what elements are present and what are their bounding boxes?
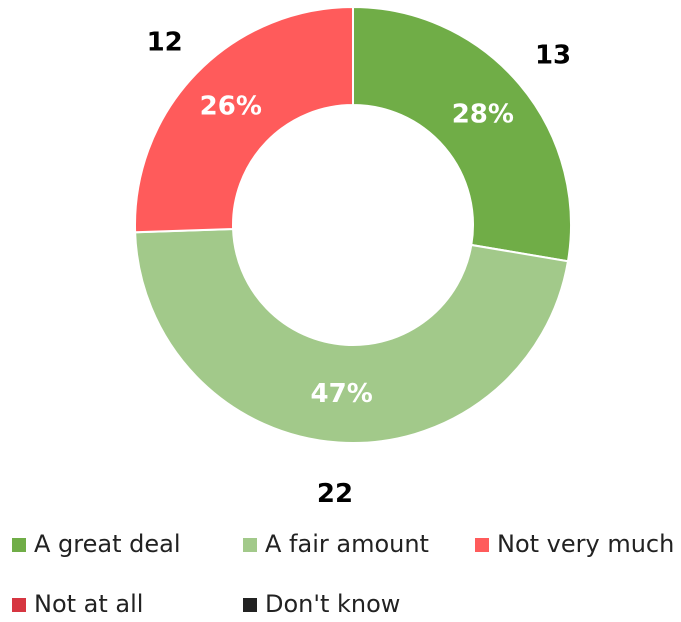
legend-swatch — [475, 538, 489, 552]
outer-value-label: 22 — [317, 479, 353, 509]
legend-swatch — [12, 598, 26, 612]
legend-swatch — [12, 538, 26, 552]
donut-segment — [352, 5, 572, 263]
legend-label: Not at all — [34, 590, 143, 618]
legend-label: Not very much — [497, 530, 674, 558]
percent-label: 28% — [452, 100, 514, 130]
percent-label: 47% — [311, 379, 373, 409]
donut-segment — [134, 227, 570, 444]
outer-value-label: 13 — [535, 40, 571, 70]
percent-label: 26% — [200, 91, 262, 121]
legend-label: A fair amount — [265, 530, 429, 558]
legend-label: Don't know — [265, 590, 400, 618]
outer-value-label: 12 — [147, 27, 183, 57]
legend-swatch — [243, 598, 257, 612]
donut-segment — [134, 5, 354, 234]
legend-label: A great deal — [34, 530, 181, 558]
legend-swatch — [243, 538, 257, 552]
